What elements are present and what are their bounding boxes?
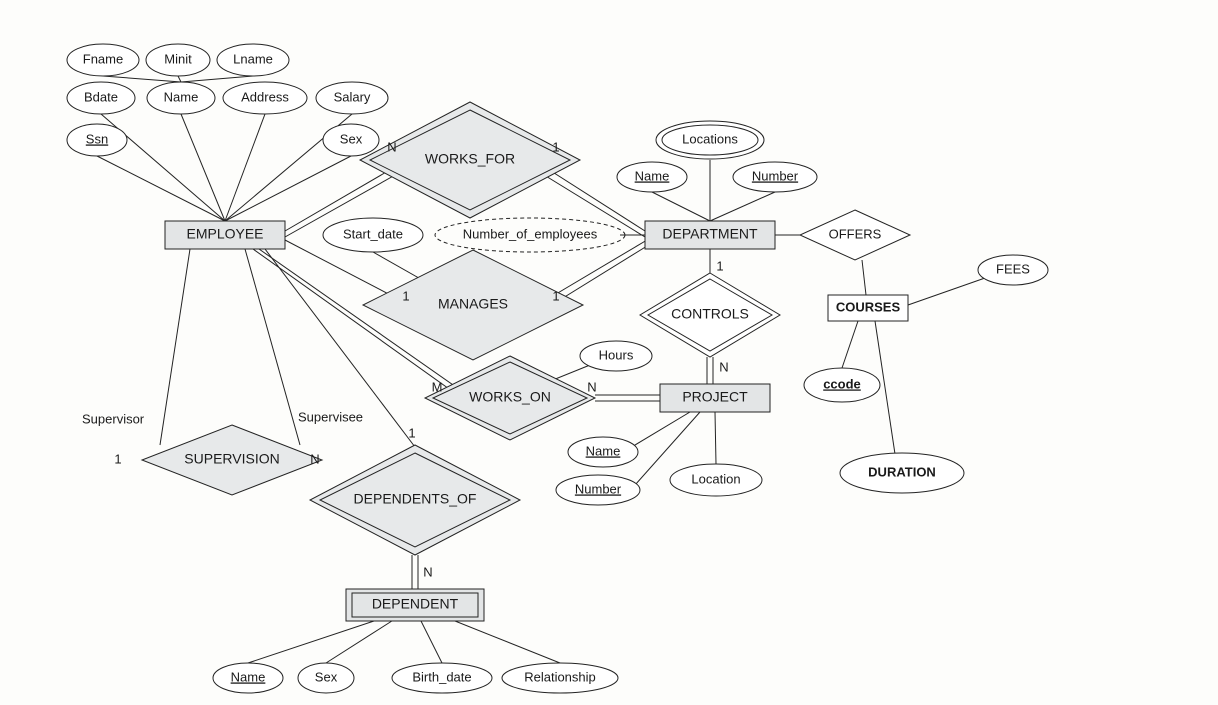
svg-text:Bdate: Bdate <box>84 89 118 104</box>
svg-text:Sex: Sex <box>315 669 338 684</box>
svg-text:Number_of_employees: Number_of_employees <box>463 226 598 241</box>
svg-text:DEPENDENTS_OF: DEPENDENTS_OF <box>354 491 477 507</box>
svg-text:N: N <box>310 451 319 466</box>
svg-text:Supervisor: Supervisor <box>82 411 145 426</box>
svg-text:1: 1 <box>408 425 415 440</box>
svg-text:DURATION: DURATION <box>868 464 936 479</box>
svg-text:N: N <box>387 139 396 154</box>
svg-text:N: N <box>587 379 596 394</box>
svg-text:DEPENDENT: DEPENDENT <box>372 596 459 612</box>
svg-text:Number: Number <box>575 481 622 496</box>
svg-text:Number: Number <box>752 168 799 183</box>
svg-text:Sex: Sex <box>340 131 363 146</box>
svg-text:PROJECT: PROJECT <box>682 389 748 405</box>
svg-text:Hours: Hours <box>599 347 634 362</box>
svg-text:COURSES: COURSES <box>836 299 901 314</box>
svg-text:CONTROLS: CONTROLS <box>671 306 749 322</box>
svg-text:FEES: FEES <box>996 261 1030 276</box>
svg-text:Salary: Salary <box>334 89 371 104</box>
svg-text:Relationship: Relationship <box>524 669 596 684</box>
svg-text:N: N <box>719 359 728 374</box>
svg-text:Name: Name <box>164 89 199 104</box>
attr-locations: Locations <box>656 121 764 159</box>
svg-text:Minit: Minit <box>164 51 192 66</box>
svg-text:Locations: Locations <box>682 131 738 146</box>
svg-text:Supervisee: Supervisee <box>298 409 363 424</box>
svg-text:Name: Name <box>586 443 621 458</box>
svg-text:Fname: Fname <box>83 51 123 66</box>
svg-text:OFFERS: OFFERS <box>829 226 882 241</box>
svg-text:Name: Name <box>231 669 266 684</box>
svg-text:Name: Name <box>635 168 670 183</box>
er-diagram: Fname Minit Lname Bdate Name Address Sal… <box>0 0 1218 705</box>
svg-text:WORKS_FOR: WORKS_FOR <box>425 151 515 167</box>
svg-text:M: M <box>432 379 443 394</box>
svg-text:1: 1 <box>552 288 559 303</box>
svg-text:SUPERVISION: SUPERVISION <box>184 451 279 467</box>
svg-text:MANAGES: MANAGES <box>438 296 508 312</box>
svg-text:WORKS_ON: WORKS_ON <box>469 389 551 405</box>
svg-text:Birth_date: Birth_date <box>412 669 471 684</box>
svg-text:1: 1 <box>716 258 723 273</box>
svg-text:DEPARTMENT: DEPARTMENT <box>662 226 758 242</box>
svg-text:Lname: Lname <box>233 51 273 66</box>
svg-text:1: 1 <box>402 288 409 303</box>
entity-dependent: DEPENDENT <box>346 589 484 621</box>
svg-text:N: N <box>423 564 432 579</box>
svg-text:Ssn: Ssn <box>86 131 108 146</box>
svg-text:Start_date: Start_date <box>343 226 403 241</box>
svg-text:ccode: ccode <box>823 376 861 391</box>
svg-text:EMPLOYEE: EMPLOYEE <box>186 226 263 242</box>
svg-text:1: 1 <box>552 139 559 154</box>
svg-text:Location: Location <box>691 471 740 486</box>
svg-text:Address: Address <box>241 89 289 104</box>
svg-text:1: 1 <box>114 451 121 466</box>
